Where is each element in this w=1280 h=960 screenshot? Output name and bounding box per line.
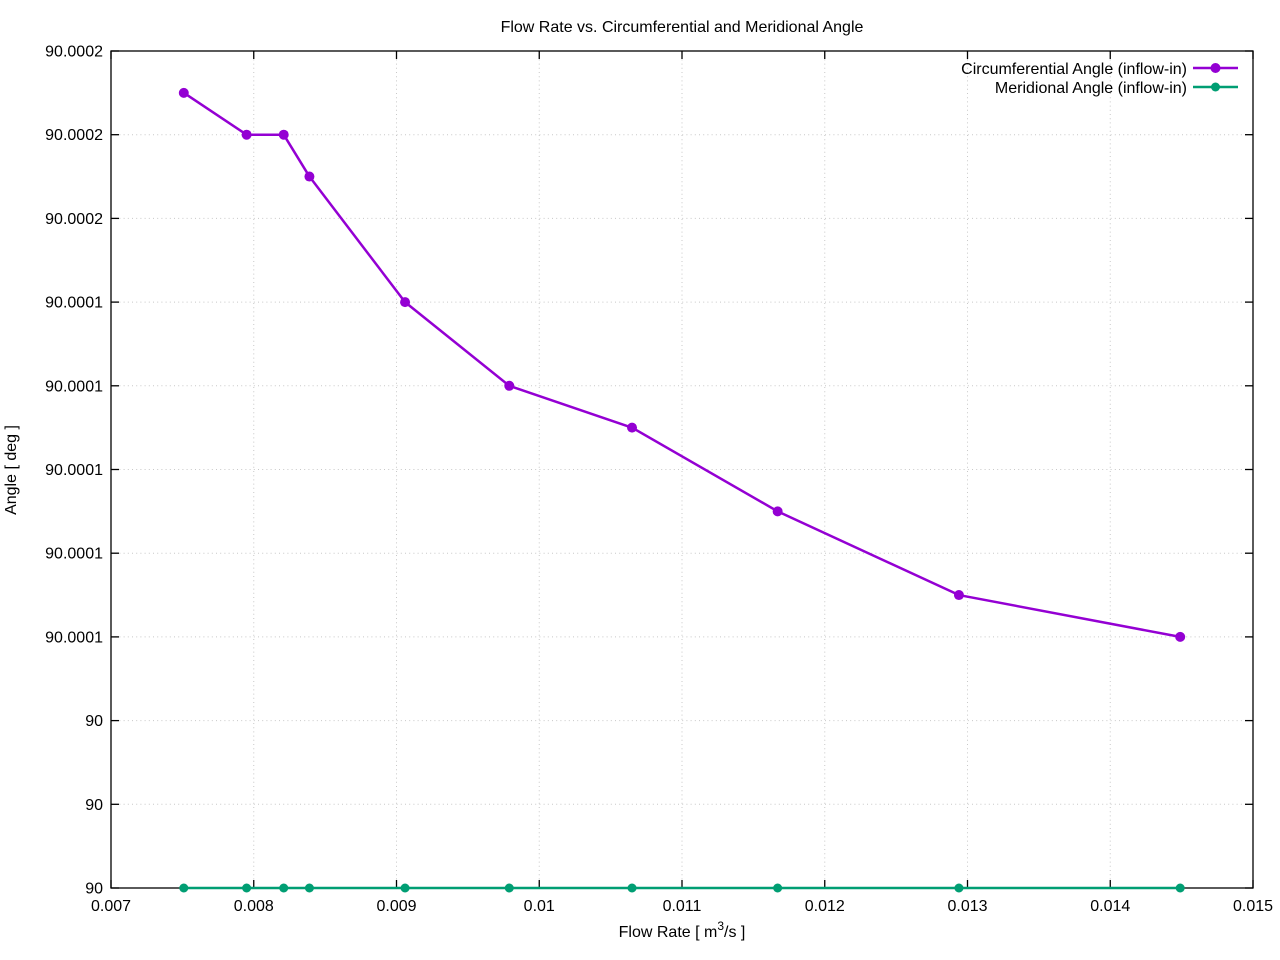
- y-tick-label: 90.0002: [45, 211, 103, 228]
- legend: Circumferential Angle (inflow-in) Meridi…: [961, 61, 1238, 97]
- series-line-circumferential: [182, 91, 1182, 639]
- x-tick-label: 0.012: [805, 898, 845, 915]
- y-tick-label: 90.0001: [45, 378, 103, 395]
- tick-label-layer: 0.007 0.008 0.009 0.01 0.011 0.012 0.013 0.014 0…: [45, 44, 1273, 916]
- legend-marker-meridional: [1211, 82, 1220, 92]
- y-tick-label: 90: [85, 797, 103, 814]
- data-point-meridional: [242, 883, 252, 893]
- data-point-meridional: [400, 883, 410, 893]
- x-tick-label: 0.008: [234, 898, 274, 915]
- y-tick-label: 90: [85, 881, 103, 898]
- x-axis-label: Flow Rate [ m3/s ]: [619, 919, 746, 941]
- x-tick-label: 0.011: [663, 898, 702, 915]
- data-point-circumferential: [241, 129, 252, 140]
- legend-marker-circumferential: [1210, 63, 1221, 73]
- x-tick-label: 0.01: [524, 898, 555, 915]
- x-tick-label: 0.014: [1090, 898, 1130, 915]
- data-point-circumferential: [1175, 631, 1186, 642]
- data-point-circumferential: [504, 380, 515, 391]
- y-tick-label: 90.0001: [45, 295, 103, 312]
- legend-label-circumferential: Circumferential Angle (inflow-in): [961, 61, 1187, 78]
- data-point-meridional: [1175, 883, 1185, 893]
- data-point-circumferential: [178, 87, 189, 98]
- data-point-circumferential: [278, 129, 289, 140]
- y-tick-label: 90.0002: [45, 44, 103, 61]
- x-tick-label: 0.007: [91, 898, 131, 915]
- y-tick-label: 90.0001: [45, 546, 103, 563]
- data-point-meridional: [954, 883, 964, 893]
- data-point-meridional: [773, 883, 783, 893]
- data-point-circumferential: [304, 171, 315, 182]
- y-axis-label: Angle [ deg ]: [3, 425, 20, 515]
- x-tick-label: 0.009: [376, 898, 416, 915]
- data-point-meridional: [627, 883, 637, 893]
- y-tick-label: 90.0001: [45, 462, 103, 479]
- data-point-circumferential: [953, 590, 964, 601]
- data-point-circumferential: [627, 422, 638, 433]
- x-tick-label: 0.015: [1233, 898, 1273, 915]
- x-tick-label: 0.013: [947, 898, 987, 915]
- data-point-meridional: [304, 883, 314, 893]
- grid-layer: [111, 51, 1253, 888]
- y-tick-label: 90: [85, 713, 103, 730]
- data-point-meridional: [279, 883, 289, 893]
- chart-title: Flow Rate vs. Circumferential and Meridi…: [501, 19, 864, 36]
- data-point-circumferential: [772, 506, 783, 517]
- y-tick-label: 90.0002: [45, 127, 103, 144]
- data-point-circumferential: [400, 297, 411, 308]
- legend-label-meridional: Meridional Angle (inflow-in): [995, 80, 1187, 97]
- series-layer: [178, 87, 1186, 893]
- y-tick-label: 90.0001: [45, 629, 103, 646]
- data-point-meridional: [504, 883, 514, 893]
- data-point-meridional: [179, 883, 189, 893]
